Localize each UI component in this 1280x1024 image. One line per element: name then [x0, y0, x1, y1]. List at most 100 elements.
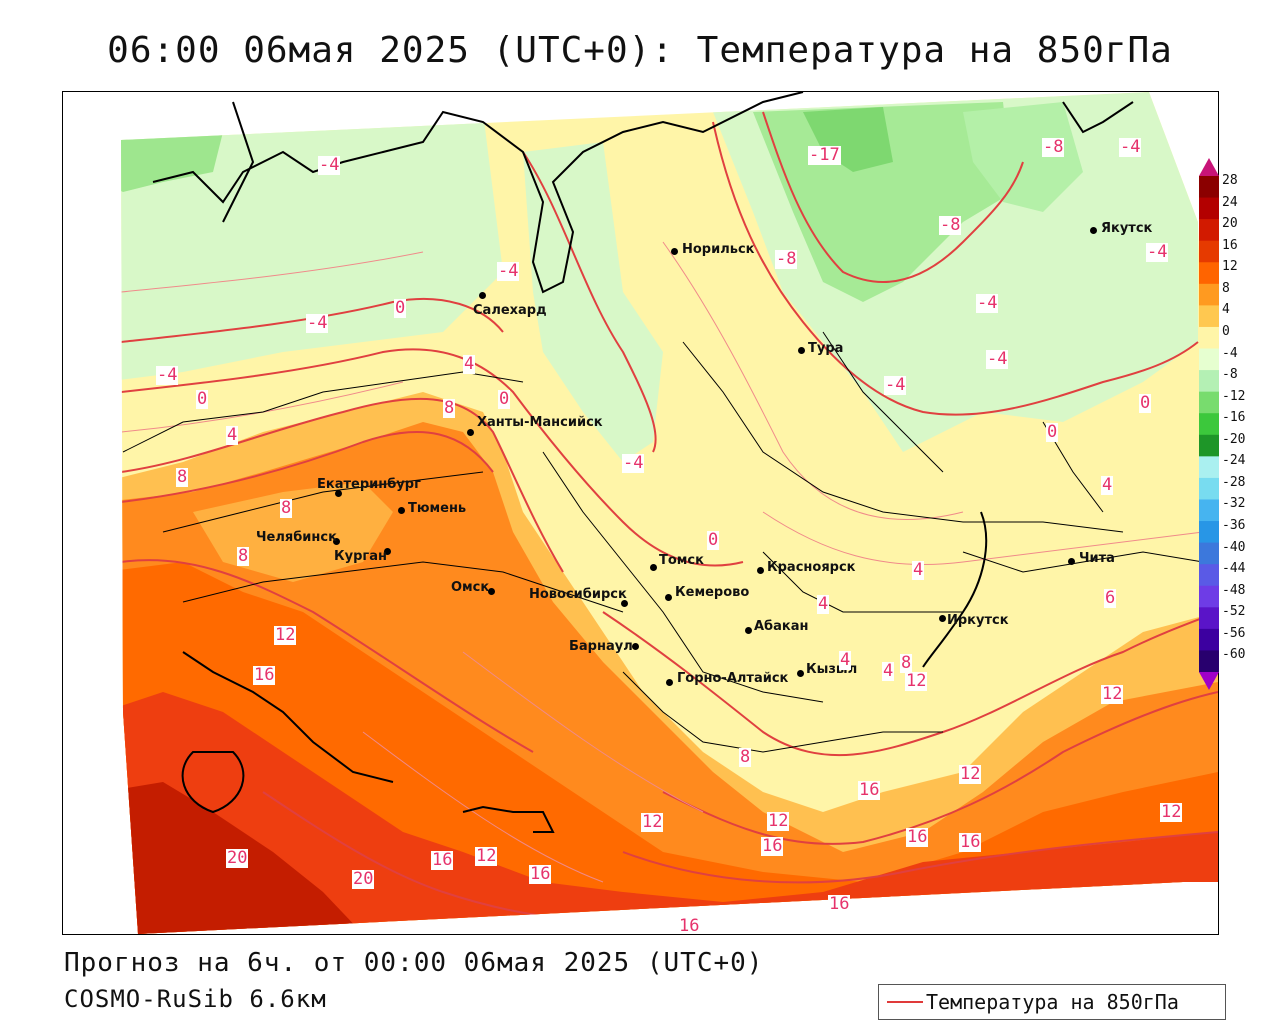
- contour-label: -8: [775, 249, 798, 269]
- contour-label: 4: [463, 354, 476, 374]
- contour-label: 4: [1101, 475, 1114, 495]
- colorbar-tick-label: -12: [1222, 388, 1246, 404]
- colorbar-cell: [1199, 348, 1219, 371]
- city-marker: [335, 490, 342, 497]
- colorbar-cell: [1199, 370, 1219, 393]
- contour-label: 16: [253, 665, 276, 685]
- city-label-ekaterinburg: Екатеринбург: [317, 477, 421, 492]
- colorbar-tick-label: -32: [1222, 496, 1246, 512]
- city-marker: [666, 679, 673, 686]
- contour-label: 8: [900, 653, 913, 673]
- contour-label: -4: [318, 155, 341, 175]
- city-marker: [1090, 227, 1097, 234]
- contour-label: 20: [352, 869, 375, 889]
- city-label-novosibirsk: Новосибирск: [529, 587, 627, 602]
- colorbar-cell: [1199, 240, 1219, 263]
- colorbar-tick-label: 20: [1222, 216, 1238, 232]
- colorbar-cell: [1199, 521, 1219, 544]
- colorbar-tick-label: 0: [1222, 323, 1230, 339]
- contour-label: 16: [529, 864, 552, 884]
- contour-label: -8: [939, 215, 962, 235]
- city-marker: [333, 538, 340, 545]
- city-marker: [621, 600, 628, 607]
- colorbar-cell: [1199, 219, 1219, 242]
- colorbar-cell: [1199, 456, 1219, 479]
- city-marker: [665, 594, 672, 601]
- contour-label: 4: [817, 594, 830, 614]
- colorbar-tick-label: -16: [1222, 410, 1246, 426]
- contour-label: 8: [739, 747, 752, 767]
- colorbar-tick-label: -8: [1222, 367, 1238, 383]
- colorbar-cell: [1199, 607, 1219, 630]
- contour-label: 12: [959, 764, 982, 784]
- contour-label: 12: [274, 625, 297, 645]
- colorbar-cell: [1199, 542, 1219, 565]
- contour-label: 8: [237, 546, 250, 566]
- contour-lines: [121, 111, 1218, 923]
- contour-label: 16: [431, 850, 454, 870]
- coastline: [152, 92, 1134, 833]
- city-label-krasnoyarsk: Красноярск: [767, 560, 856, 575]
- city-marker: [384, 548, 391, 555]
- colorbar-cell: [1199, 477, 1219, 500]
- colorbar-tick-label: 24: [1222, 194, 1238, 210]
- contour-label: 16: [906, 827, 929, 847]
- contour-label: 20: [226, 848, 249, 868]
- city-label-kurgan: Курган: [334, 549, 387, 564]
- colorbar-cell: [1199, 283, 1219, 306]
- colorbar-cell: [1199, 650, 1219, 673]
- colorbar-tick-label: -24: [1222, 453, 1246, 469]
- city-marker: [632, 643, 639, 650]
- contour-label: 4: [839, 650, 852, 670]
- colorbar: [1199, 158, 1219, 690]
- city-marker: [757, 567, 764, 574]
- contour-label: -4: [1146, 242, 1169, 262]
- contour-label: 16: [828, 894, 851, 914]
- colorbar-cell: [1199, 262, 1219, 285]
- city-label-khanty-mansiysk: Ханты-Мансийск: [477, 415, 603, 430]
- colorbar-cell: [1199, 628, 1219, 651]
- city-marker: [1068, 558, 1075, 565]
- contour-label: 12: [905, 671, 928, 691]
- colorbar-cell: [1199, 434, 1219, 457]
- colorbar-tick-label: 12: [1222, 259, 1238, 275]
- city-marker: [650, 564, 657, 571]
- city-label-irkutsk: Иркутск: [947, 613, 1009, 628]
- city-label-gorno-altaysk: Горно-Алтайск: [677, 671, 789, 686]
- contour-label: 4: [226, 425, 239, 445]
- legend-line-swatch: [887, 1001, 923, 1003]
- contour-label: 0: [196, 389, 209, 409]
- contour-label: -17: [808, 145, 841, 165]
- contour-label: 16: [761, 836, 784, 856]
- city-label-chelyabinsk: Челябинск: [256, 530, 337, 545]
- colorbar-tick-label: -52: [1222, 604, 1246, 620]
- contour-label: 0: [394, 298, 407, 318]
- forecast-info: Прогноз на 6ч. от 00:00 06мая 2025 (UTC+…: [64, 948, 764, 978]
- colorbar-tick-label: -4: [1222, 345, 1238, 361]
- contour-label: -4: [986, 349, 1009, 369]
- map-graphic: [121, 92, 1218, 934]
- city-label-omsk: Омск: [451, 580, 490, 595]
- contour-label: -4: [497, 261, 520, 281]
- colorbar-cell: [1199, 326, 1219, 350]
- contour-label: 8: [176, 467, 189, 487]
- colorbar-tick-label: 8: [1222, 280, 1230, 296]
- colorbar-tick-label: 4: [1222, 302, 1230, 318]
- city-label-salekhard: Салехард: [473, 303, 547, 318]
- city-label-kemerovo: Кемерово: [675, 585, 750, 600]
- contour-label: 12: [1160, 802, 1183, 822]
- city-label-tomsk: Томск: [659, 553, 704, 568]
- city-label-yakutsk: Якутск: [1101, 221, 1153, 236]
- city-label-barnaul: Барнаул: [569, 639, 633, 654]
- contour-label: 4: [912, 560, 925, 580]
- colorbar-top-arrow: [1199, 158, 1219, 176]
- contour-label: -4: [884, 375, 907, 395]
- contour-label: 8: [443, 398, 456, 418]
- city-marker: [488, 588, 495, 595]
- colorbar-cell: [1199, 585, 1219, 608]
- contour-label: 8: [280, 498, 293, 518]
- contour-label: 0: [498, 389, 511, 409]
- colorbar-tick-label: -56: [1222, 625, 1246, 641]
- colorbar-tick-label: -60: [1222, 647, 1246, 663]
- map-title: 06:00 06мая 2025 (UTC+0): Температура на…: [107, 30, 1173, 71]
